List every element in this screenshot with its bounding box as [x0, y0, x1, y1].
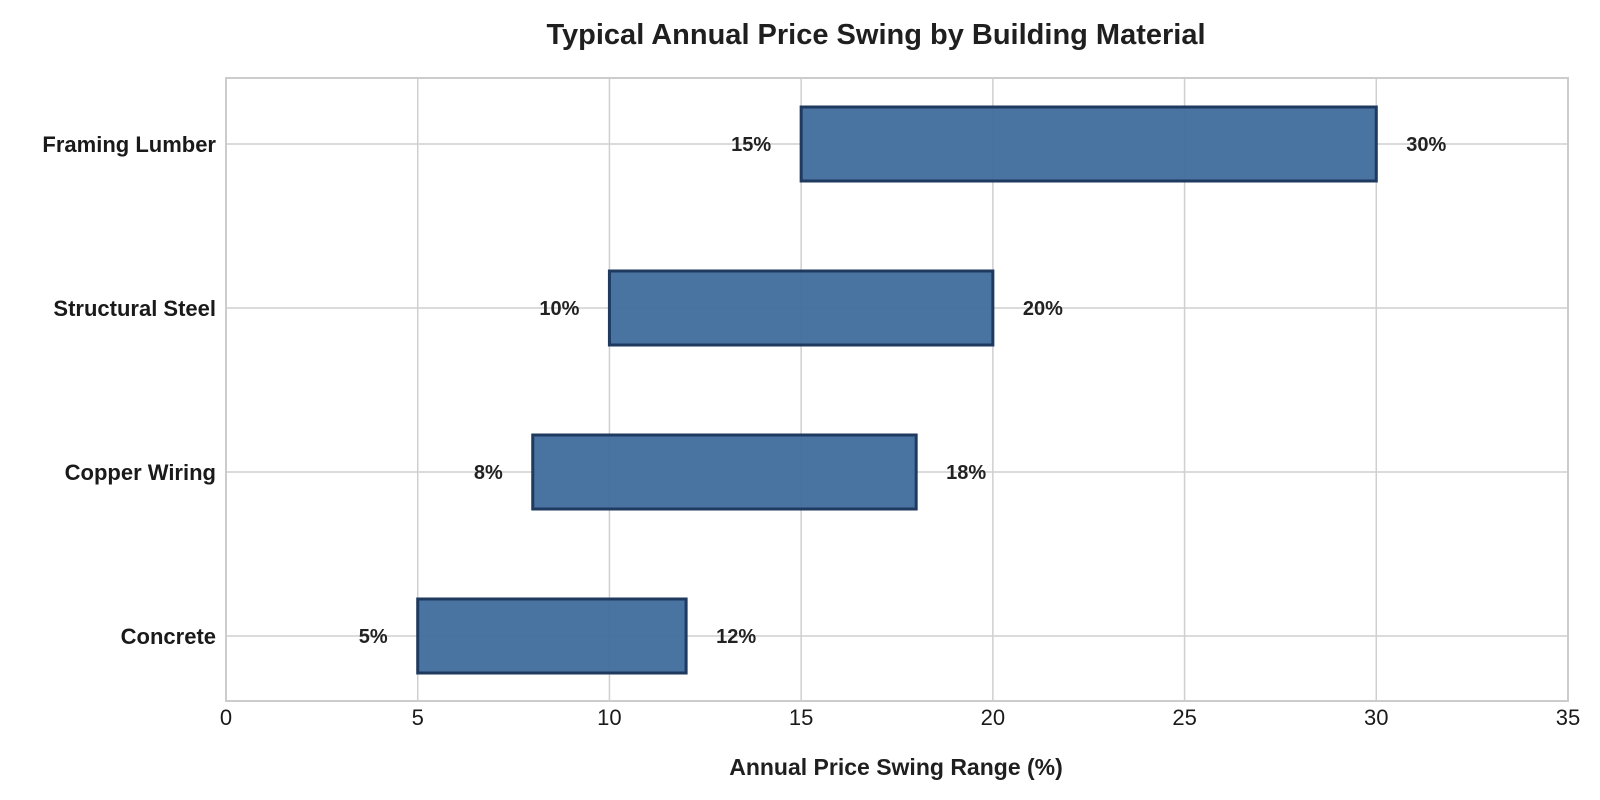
plot-frame	[225, 77, 1569, 702]
bar-low-label: 10%	[539, 298, 579, 320]
bar-low-label: 5%	[359, 626, 388, 648]
category-labels: Framing Lumber Structural Steel Copper Wir…	[42, 132, 216, 649]
range-bar	[799, 105, 1378, 183]
x-tick-labels: 0 5 10 15 20 25 30 35	[220, 705, 1580, 730]
category-label: Framing Lumber	[42, 132, 216, 157]
category-label: Structural Steel	[53, 296, 216, 321]
bar-low-label: 8%	[474, 462, 503, 484]
x-tick-label: 35	[1556, 705, 1580, 730]
chart-title: Typical Annual Price Swing by Building M…	[546, 19, 1205, 51]
data-labels: 15% 30% 10% 20% 8% 18% 5% 12%	[359, 134, 1447, 648]
x-axis-label: Annual Price Swing Range (%)	[729, 754, 1063, 780]
category-label: Copper Wiring	[65, 460, 216, 485]
range-bar	[607, 269, 995, 347]
range-bar	[416, 597, 688, 675]
bar-high-label: 12%	[716, 626, 756, 648]
bar-low-label: 15%	[731, 134, 771, 156]
bars	[416, 105, 1378, 675]
x-tick-label: 20	[981, 705, 1005, 730]
x-tick-label: 10	[597, 705, 621, 730]
x-tick-label: 30	[1364, 705, 1388, 730]
x-tick-label: 0	[220, 705, 232, 730]
x-tick-label: 5	[412, 705, 424, 730]
category-label: Concrete	[121, 624, 216, 649]
range-bar	[531, 433, 918, 511]
bar-high-label: 30%	[1406, 134, 1446, 156]
x-tick-label: 25	[1172, 705, 1196, 730]
x-tick-label: 15	[789, 705, 813, 730]
bar-high-label: 20%	[1023, 298, 1063, 320]
bar-high-label: 18%	[946, 462, 986, 484]
